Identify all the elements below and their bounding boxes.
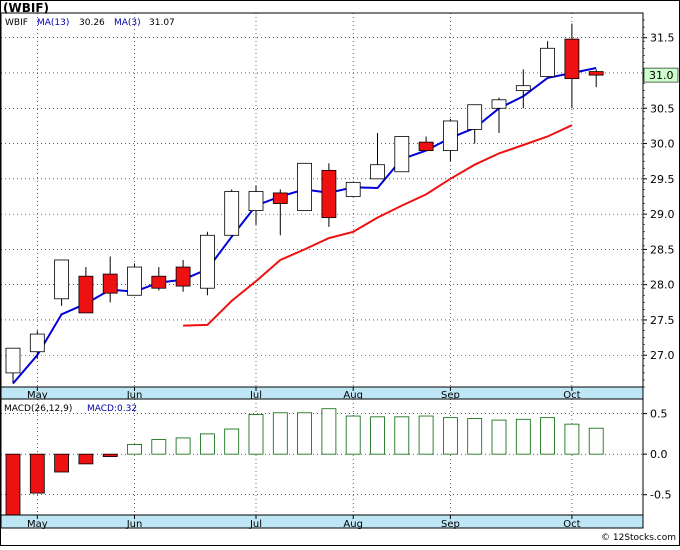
candle-body [127, 266, 142, 296]
macd-bar [540, 417, 555, 455]
macd-bar [491, 419, 507, 455]
candle-body [321, 169, 337, 219]
macd-ytick-label: 0.0 [650, 448, 668, 461]
macd-bar [102, 453, 118, 457]
last-price-box [643, 67, 679, 83]
chart-title: (WBIF) [3, 1, 50, 15]
price-month-label: Oct [563, 390, 580, 401]
price-ytick-label: 28.5 [650, 243, 675, 256]
macd-bar [151, 439, 167, 455]
price-ytick-label: 31.5 [650, 32, 675, 45]
candle-body [564, 38, 580, 80]
price-month-label: Aug [343, 390, 363, 401]
macd-bar [127, 444, 142, 455]
macd-bar [78, 453, 94, 465]
legend-ma13-value: 30.26 [79, 18, 105, 28]
legend-ma3-value: 31.07 [149, 18, 175, 28]
candle-body [78, 275, 94, 314]
candle-body [345, 181, 361, 197]
price-month-label: Sep [441, 390, 460, 401]
candle-body [442, 120, 458, 152]
price-ytick-label: 27.5 [650, 314, 675, 327]
price-month-band [0, 386, 644, 400]
candle-body [515, 85, 531, 92]
legend-ma3-label: MA(3) [114, 18, 141, 28]
macd-bar [442, 417, 458, 455]
macd-bar [199, 433, 215, 455]
price-month-label: May [27, 390, 48, 401]
macd-legend-value: MACD:0.32 [87, 404, 137, 414]
candle-body [151, 275, 167, 289]
candle-body [224, 191, 240, 236]
macd-month-label: Oct [563, 519, 580, 530]
macd-bar [224, 428, 240, 455]
macd-bar [515, 418, 531, 455]
macd-month-label: Jul [249, 519, 262, 530]
macd-bar [297, 412, 313, 455]
price-ytick-label: 29.0 [650, 208, 675, 221]
price-ytick-label: 30.5 [650, 102, 675, 115]
macd-bar [394, 416, 410, 455]
candle-body [588, 71, 604, 76]
candle-body [272, 192, 288, 204]
legend-ma13-label: MA(13) [37, 18, 69, 28]
macd-bar [370, 416, 385, 455]
macd-bar [345, 415, 361, 455]
price-ytick-label: 27.0 [650, 349, 675, 362]
price-month-label: Jul [249, 390, 262, 401]
candle-body [5, 347, 21, 374]
macd-ytick-label: -0.5 [650, 489, 671, 502]
macd-month-label: May [27, 519, 48, 530]
macd-bar [29, 453, 45, 494]
candle-body [54, 259, 69, 300]
macd-bar [321, 408, 337, 455]
macd-month-label: Sep [441, 519, 460, 530]
macd-ytick-label: 0.5 [650, 408, 668, 421]
candle-body [467, 104, 483, 130]
legend-ticker: WBIF [5, 18, 28, 28]
macd-bar [5, 453, 21, 516]
candle-body [418, 141, 434, 152]
candle-body [102, 273, 118, 294]
candle-body [199, 234, 215, 289]
macd-bar [248, 414, 264, 455]
candle-body [248, 191, 264, 211]
price-ytick-label: 29.5 [650, 173, 675, 186]
macd-month-band [0, 514, 644, 529]
chart-credit: © 12Stocks.com [601, 533, 676, 543]
macd-bar [588, 427, 604, 455]
candle-body [540, 47, 555, 77]
candle-body [491, 99, 507, 109]
macd-legend-label: MACD(26,12,9) [4, 404, 72, 414]
macd-month-label: Jun [126, 519, 143, 530]
price-ytick-label: 30.0 [650, 138, 675, 151]
candle-body [297, 162, 313, 211]
macd-bar [175, 437, 191, 455]
macd-bar [418, 415, 434, 455]
candle-body [394, 136, 410, 173]
macd-bar [54, 453, 69, 473]
macd-bar [272, 412, 288, 455]
last-price-label: 31.0 [649, 69, 674, 82]
price-ytick-label: 28.0 [650, 279, 675, 292]
price-month-label: Jun [126, 390, 143, 401]
candle-body [370, 164, 385, 180]
macd-bar [467, 418, 483, 455]
macd-bar [564, 423, 580, 455]
ma13-line [183, 124, 573, 327]
candle-body [29, 333, 45, 353]
macd-month-label: Aug [343, 519, 363, 530]
candle-body [175, 266, 191, 287]
